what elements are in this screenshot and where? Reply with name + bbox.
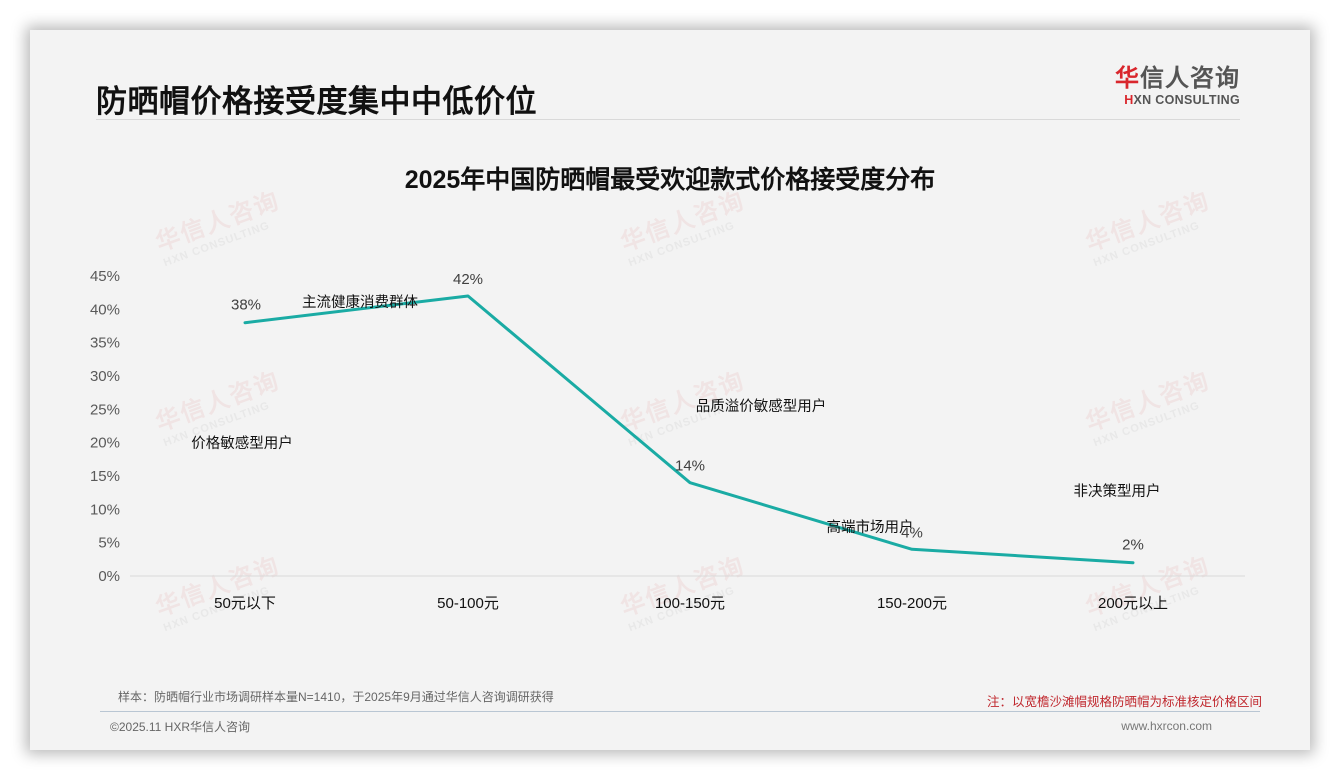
annotation-label: 主流健康消费群体 — [302, 294, 418, 311]
y-tick-label: 20% — [90, 435, 120, 452]
title-divider — [96, 119, 1240, 120]
annotation-label: 高端市场用户 — [827, 519, 914, 536]
y-tick-label: 15% — [90, 468, 120, 485]
y-tick-label: 35% — [90, 335, 120, 352]
copyright: ©2025.11 HXR华信人咨询 — [110, 720, 250, 734]
y-tick-label: 45% — [90, 268, 120, 285]
annotation-label: 品质溢价敏感型用户 — [696, 398, 827, 415]
data-label: 14% — [675, 458, 705, 475]
x-tick-label: 200元以上 — [1098, 595, 1168, 612]
y-tick-label: 40% — [90, 301, 120, 318]
data-label: 2% — [1122, 537, 1144, 554]
page-title: 防晒帽价格接受度集中中低价位 — [96, 84, 537, 119]
x-tick-label: 50元以下 — [214, 595, 276, 612]
data-label: 42% — [453, 271, 483, 288]
y-tick-label: 0% — [98, 568, 120, 585]
annotation-label: 价格敏感型用户 — [191, 435, 293, 452]
data-label: 4% — [901, 524, 923, 541]
method-note: 注：以宽檐沙滩帽规格防晒帽为标准核定价格区间 — [986, 695, 1262, 709]
y-tick-label: 5% — [98, 535, 120, 552]
line-chart: 0% 5% 10% 15% 20% 25% 30% 35% 40% 45% 50元以下 50-100元… — [90, 268, 1245, 612]
logo-en: HXN CONSULTING — [1124, 93, 1240, 107]
data-label: 38% — [231, 297, 261, 314]
y-tick-label: 10% — [90, 501, 120, 518]
data-line — [243, 294, 1135, 565]
company-logo: 华信人咨询 HXN CONSULTING — [1110, 65, 1240, 107]
sample-note: 样本：防晒帽行业市场调研样本量N=1410，于2025年9月通过华信人咨询调研获… — [118, 690, 554, 704]
y-tick-label: 25% — [90, 401, 120, 418]
x-tick-label: 50-100元 — [437, 595, 499, 612]
footer-divider — [100, 711, 1260, 712]
website-link[interactable]: www.hxrcon.com — [1121, 719, 1212, 733]
x-tick-label: 150-200元 — [877, 595, 947, 612]
logo-cn: 华信人咨询 — [1115, 65, 1240, 92]
x-tick-label: 100-150元 — [655, 595, 725, 612]
y-tick-label: 30% — [90, 368, 120, 385]
chart-title: 2025年中国防晒帽最受欢迎款式价格接受度分布 — [404, 166, 936, 194]
annotation-label: 非决策型用户 — [1074, 483, 1161, 500]
slide: 华信人咨询 HXN CONSULTING 华信人咨询 HXN CONSULTING … — [30, 30, 1310, 750]
